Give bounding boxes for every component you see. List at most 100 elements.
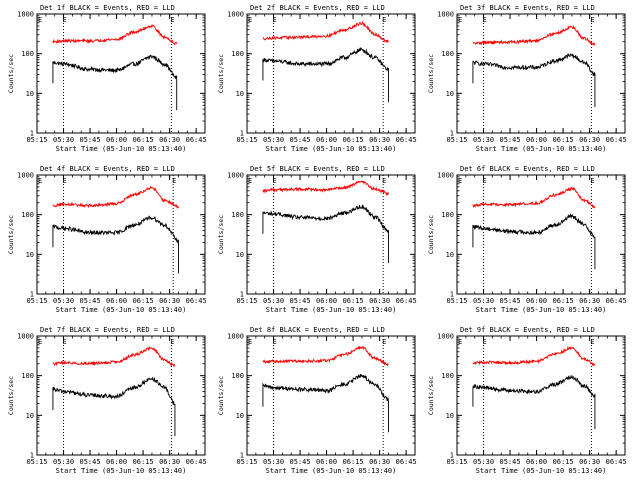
y-axis-label: Counts/sec	[217, 215, 225, 254]
y-tick-label: 1	[30, 291, 34, 299]
plot-frame	[36, 335, 206, 456]
y-tick-label: 1000	[437, 11, 454, 19]
time-marker-label: E	[38, 16, 42, 24]
x-tick-label: 06:15	[133, 297, 154, 305]
x-tick-label: 06:30	[579, 297, 600, 305]
time-marker-label: E	[248, 16, 252, 24]
x-tick-label: 06:45	[396, 458, 417, 466]
y-tick-label: 100	[441, 50, 454, 58]
y-tick-label: 1000	[437, 333, 454, 341]
x-tick-label: 06:00	[106, 297, 127, 305]
chart-panel: Det 5f BLACK = Events, RED = LLD 1 10 100 10…	[217, 165, 417, 314]
y-tick-label: 1000	[17, 11, 34, 19]
y-axis-label: Counts/sec	[7, 54, 15, 93]
time-marker-label: E	[170, 338, 174, 346]
x-tick-label: 06:00	[106, 136, 127, 144]
x-tick-label: 05:15	[446, 297, 467, 305]
x-tick-label: 05:30	[53, 458, 74, 466]
events-series-line	[262, 46, 389, 103]
x-axis-label: Start Time (05-Jun-10 05:13:40)	[476, 467, 607, 475]
x-tick-label: 05:45	[500, 136, 521, 144]
x-tick-label: 06:00	[316, 458, 337, 466]
chart-panel: Det 8f BLACK = Events, RED = LLD 1 10 100 10…	[217, 326, 417, 475]
events-series-line	[472, 375, 596, 430]
y-tick-label: 100	[21, 372, 34, 380]
y-tick-label: 100	[231, 211, 244, 219]
x-tick-label: 06:30	[369, 136, 390, 144]
y-tick-label: 10	[26, 251, 34, 259]
y-tick-label: 1	[240, 452, 244, 460]
x-tick-label: 05:30	[473, 297, 494, 305]
y-axis-label: Counts/sec	[427, 54, 435, 93]
time-marker-label: E	[458, 177, 462, 185]
time-marker-label: E	[273, 16, 277, 24]
x-tick-label: 06:30	[579, 458, 600, 466]
events-series-line	[52, 215, 179, 274]
time-marker-label: E	[38, 338, 42, 346]
x-tick-label: 06:30	[369, 297, 390, 305]
x-tick-label: 05:15	[236, 297, 257, 305]
plot-frame	[246, 174, 416, 295]
events-series-line	[52, 54, 178, 111]
x-tick-label: 05:45	[80, 458, 101, 466]
x-tick-label: 06:15	[553, 136, 574, 144]
lld-series-line	[262, 180, 389, 197]
lld-series-line	[52, 185, 179, 210]
x-tick-label: 06:45	[606, 458, 627, 466]
x-tick-label: 06:45	[606, 297, 627, 305]
y-tick-label: 100	[21, 211, 34, 219]
x-tick-label: 06:45	[396, 297, 417, 305]
plot-frame	[456, 335, 626, 456]
x-tick-label: 06:15	[133, 458, 154, 466]
time-marker-label: E	[63, 338, 67, 346]
x-tick-label: 06:45	[186, 136, 207, 144]
events-series-line	[472, 213, 596, 270]
y-tick-label: 100	[231, 50, 244, 58]
time-marker-label: E	[458, 16, 462, 24]
time-marker-label: E	[590, 177, 594, 185]
x-tick-label: 06:00	[106, 458, 127, 466]
x-tick-label: 05:15	[446, 136, 467, 144]
time-marker-label: E	[483, 338, 487, 346]
x-tick-label: 05:30	[263, 458, 284, 466]
time-marker-label: E	[248, 177, 252, 185]
plot-frame	[246, 13, 416, 134]
x-axis-label: Start Time (05-Jun-10 05:13:40)	[266, 306, 397, 314]
chart-panel: Det 3f BLACK = Events, RED = LLD 1 10 100 10…	[427, 4, 627, 153]
time-marker-label: E	[382, 338, 386, 346]
time-marker-label: E	[38, 177, 42, 185]
chart-title: Det 5f BLACK = Events, RED = LLD	[250, 165, 385, 173]
x-tick-label: 06:45	[606, 136, 627, 144]
x-tick-label: 06:15	[343, 458, 364, 466]
time-marker-label: E	[590, 16, 594, 24]
y-tick-label: 1	[450, 130, 454, 138]
y-axis-label: Counts/sec	[427, 215, 435, 254]
y-tick-label: 1	[30, 130, 34, 138]
x-tick-label: 06:30	[369, 458, 390, 466]
time-marker-label: E	[63, 177, 67, 185]
lld-series-line	[52, 346, 176, 368]
x-tick-label: 05:45	[290, 458, 311, 466]
plot-frame	[36, 13, 206, 134]
chart-panel: Det 7f BLACK = Events, RED = LLD 1 10 100 10…	[7, 326, 207, 475]
chart-panel: Det 9f BLACK = Events, RED = LLD 1 10 100 10…	[427, 326, 627, 475]
time-marker-label: E	[170, 16, 174, 24]
y-axis-label: Counts/sec	[427, 376, 435, 415]
x-tick-label: 06:00	[316, 136, 337, 144]
x-tick-label: 05:30	[263, 136, 284, 144]
y-tick-label: 1000	[227, 11, 244, 19]
chart-panel: Det 4f BLACK = Events, RED = LLD 1 10 100 10…	[7, 165, 207, 314]
x-tick-label: 06:15	[133, 136, 154, 144]
x-tick-label: 05:15	[236, 136, 257, 144]
y-tick-label: 1	[450, 452, 454, 460]
events-series-line	[262, 373, 389, 433]
time-marker-label: E	[248, 338, 252, 346]
y-tick-label: 100	[21, 50, 34, 58]
x-tick-label: 06:00	[526, 136, 547, 144]
x-axis-label: Start Time (05-Jun-10 05:13:40)	[56, 306, 187, 314]
y-axis-label: Counts/sec	[7, 215, 15, 254]
chart-title: Det 2f BLACK = Events, RED = LLD	[250, 4, 385, 12]
x-tick-label: 06:30	[579, 136, 600, 144]
lld-series-line	[472, 24, 596, 46]
time-marker-label: E	[172, 177, 176, 185]
